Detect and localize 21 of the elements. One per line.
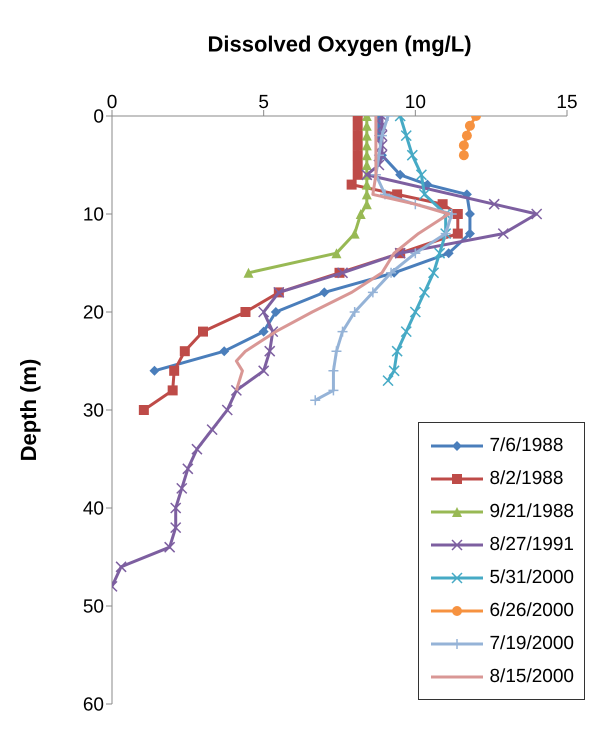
- legend-label: 8/15/2000: [489, 666, 574, 688]
- legend-label: 7/19/2000: [489, 632, 574, 654]
- y-tick-label: 60: [82, 694, 104, 716]
- y-axis-title: Depth (m): [16, 358, 41, 462]
- y-tick-label: 20: [82, 302, 104, 324]
- x-tick-label: 5: [258, 92, 269, 113]
- x-tick-label: 10: [404, 92, 426, 113]
- legend-label: 8/2/1988: [489, 468, 564, 490]
- y-tick-label: 40: [82, 498, 104, 520]
- y-tick-label: 0: [93, 106, 104, 128]
- legend-label: 9/21/1988: [489, 500, 574, 522]
- y-tick-label: 50: [82, 596, 104, 618]
- legend-label: 8/27/1991: [489, 534, 574, 556]
- legend-label: 5/31/2000: [489, 566, 574, 588]
- x-axis-title: Dissolved Oxygen (mg/L): [207, 32, 472, 57]
- y-tick-label: 10: [82, 204, 104, 226]
- legend-label: 6/26/2000: [489, 600, 574, 622]
- y-tick-label: 30: [82, 400, 104, 422]
- x-tick-label: 0: [106, 92, 118, 113]
- x-tick-label: 15: [556, 92, 578, 113]
- legend-label: 7/6/1988: [489, 434, 564, 456]
